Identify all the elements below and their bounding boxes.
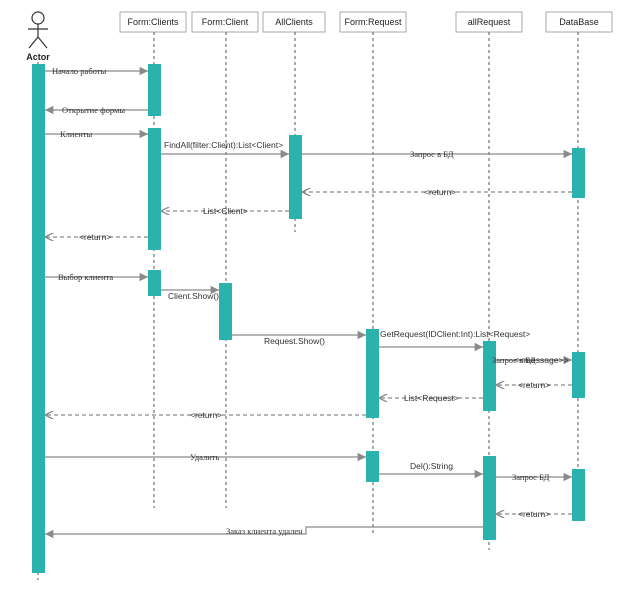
message-return-5-label: <return>: [518, 509, 550, 519]
message-order-deleted-label: Заказ клиента удален: [226, 526, 303, 536]
lifeline-header-allclients: AllClients: [262, 11, 326, 33]
lifeline-label: AllClients: [275, 17, 313, 27]
activation-form-client: [219, 283, 232, 340]
lifeline-label: Form:Client: [202, 17, 249, 27]
lifeline-label: allRequest: [468, 17, 511, 27]
activation-form-clients-3: [148, 270, 161, 296]
message-query-db-3-label: Запрос БД: [512, 472, 550, 482]
activation-form-clients-2: [148, 128, 161, 250]
activation-allrequest-2: [483, 456, 496, 540]
message-client-show-label: Client.Show(): [168, 291, 219, 301]
message-order-deleted-arrow: [45, 526, 483, 539]
message-delete-label: Удалить: [190, 452, 220, 462]
activation-form-request-1: [366, 329, 379, 418]
message-return-3-label: <return>: [518, 380, 550, 390]
lifeline-header-allrequest: allRequest: [455, 11, 523, 33]
actor: Actor: [26, 11, 50, 62]
message-clients-label: Клиенты: [60, 129, 92, 139]
message-query-db-2-label: Запрос в БД: [492, 355, 536, 365]
lifeline-header-form-client: Form:Client: [191, 11, 259, 33]
message-select-client-label: Выбор клиента: [58, 272, 113, 282]
message-findall-label: FindAll(filter:Client):List<Client>: [164, 140, 283, 150]
message-return-4-label: <return>: [190, 410, 222, 420]
lifeline-label: DataBase: [559, 17, 599, 27]
message-return-2-label: <return>: [79, 232, 111, 242]
activation-database-2: [572, 352, 585, 398]
activation-allclients: [289, 135, 302, 219]
lifeline-label: Form:Clients: [127, 17, 179, 27]
lifeline-header-database: DataBase: [545, 11, 613, 33]
message-list-client-label: List<Client>: [203, 206, 248, 216]
message-return-1-label: <return>: [424, 187, 456, 197]
lifeline-header-form-request: Form:Request: [339, 11, 407, 33]
activation-form-request-2: [366, 451, 379, 482]
message-getrequest-label: GetRequest(IDClient:Int):List<Request>: [380, 329, 530, 339]
activation-form-clients-1: [148, 64, 161, 116]
activations: [32, 64, 585, 573]
activation-actor: [32, 64, 45, 573]
message-list-request-label: List<Request>: [404, 393, 459, 403]
lifeline-label: Form:Request: [344, 17, 402, 27]
messages: Начало работы Открытие формы Клиенты Fin…: [45, 66, 572, 539]
activation-database-1: [572, 148, 585, 198]
message-start-label: Начало работы: [52, 66, 107, 76]
message-open-form-label: Открытие формы: [62, 105, 125, 115]
message-del-label: Del():String: [410, 461, 453, 471]
actor-icon: [28, 11, 48, 49]
actor-label: Actor: [26, 52, 50, 62]
message-overlap-label: <<message>>: [514, 355, 568, 365]
lifeline-header-form-clients: Form:Clients: [119, 11, 187, 33]
activation-database-3: [572, 469, 585, 521]
message-query-db-1-label: Запрос в БД: [410, 149, 454, 159]
message-request-show-label: Request.Show(): [264, 336, 325, 346]
activation-allrequest-1: [483, 341, 496, 411]
